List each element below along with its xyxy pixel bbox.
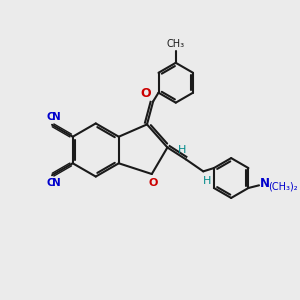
Text: H: H [178,145,186,154]
Text: N: N [52,112,61,122]
Text: H: H [203,176,212,186]
Text: CH₃: CH₃ [167,39,185,49]
Text: (CH₃)₂: (CH₃)₂ [268,182,298,192]
Text: C: C [46,112,54,122]
Text: C: C [46,178,54,188]
Text: O: O [140,87,151,100]
Text: N: N [52,178,61,188]
Text: O: O [148,178,158,188]
Text: N: N [260,178,270,190]
